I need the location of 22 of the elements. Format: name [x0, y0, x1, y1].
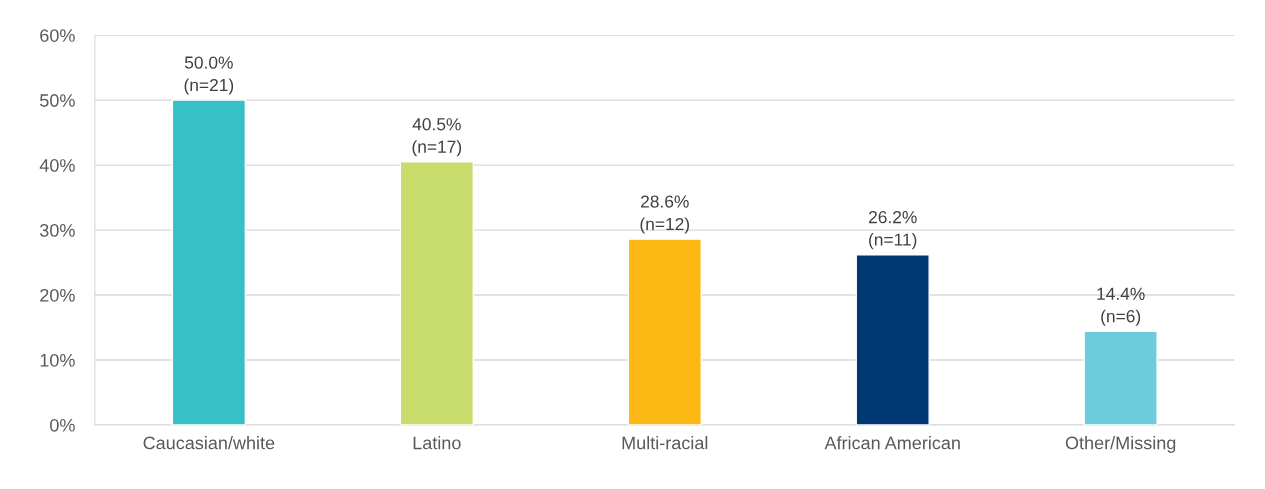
data-label: 14.4% (n=6): [1097, 287, 1145, 326]
x-tick-label: African American: [824, 436, 960, 450]
y-tick-label: 30%: [39, 224, 75, 237]
bar: [1083, 330, 1158, 425]
bar: [399, 161, 474, 425]
bar: [171, 99, 247, 425]
x-tick-label: Multi-racial: [622, 436, 708, 450]
bar: [627, 238, 702, 425]
y-tick-label: 60%: [40, 29, 75, 42]
data-label: 28.6% (n=12): [640, 195, 690, 234]
y-tick-label: 10%: [40, 353, 75, 367]
y-tick-label: 0%: [50, 418, 75, 432]
x-tick-label: Caucasian/white: [143, 436, 275, 450]
y-tick-label: 20%: [40, 288, 75, 302]
x-tick-label: Other/Missing: [1065, 436, 1176, 453]
data-label: 26.2% (n=11): [868, 211, 917, 250]
x-tick-label: Latino: [413, 436, 461, 450]
y-tick-label: 40%: [39, 159, 75, 172]
y-tick-label: 50%: [40, 94, 75, 107]
data-label: 40.5% (n=17): [412, 118, 462, 157]
data-label: 50.0% (n=21): [184, 56, 234, 95]
bar: [855, 254, 930, 425]
